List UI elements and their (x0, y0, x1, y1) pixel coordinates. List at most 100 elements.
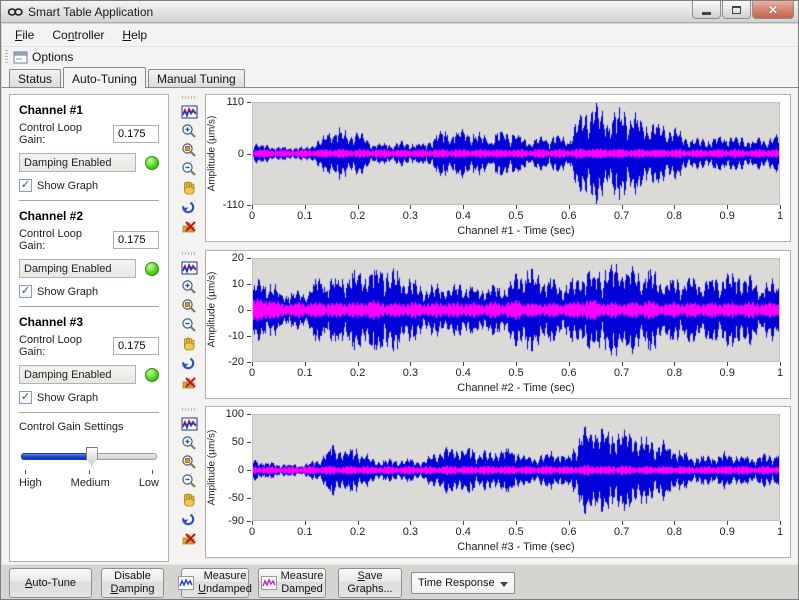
pan-hand-icon[interactable] (179, 334, 199, 353)
title-bar[interactable]: Smart Table Application ✕ (1, 1, 798, 23)
x-axis-tick (358, 362, 359, 366)
damping-enabled-button-ch1[interactable]: Damping Enabled (19, 153, 136, 172)
tab-strip: Status Auto-Tuning Manual Tuning (2, 67, 799, 88)
gain-label: Control Loop Gain: (19, 334, 108, 358)
slider-thumb[interactable] (86, 447, 98, 466)
show-graph-checkbox-ch3[interactable]: ✓ (19, 391, 32, 404)
gain-label: Control Loop Gain: (19, 228, 108, 252)
waveform-plot[interactable] (252, 102, 780, 205)
toolbar-grip[interactable] (5, 50, 8, 64)
pan-hand-icon[interactable] (179, 490, 199, 509)
control-gain-settings-title: Control Gain Settings (19, 421, 159, 433)
tab-status[interactable]: Status (9, 69, 61, 88)
x-axis-tick (358, 205, 359, 209)
zoom-out-icon[interactable] (179, 471, 199, 490)
zoom-out-icon[interactable] (179, 315, 199, 334)
options-toolbar-label[interactable]: Options (32, 50, 73, 64)
zoom-window-icon[interactable] (179, 452, 199, 471)
waveform-graph-icon[interactable] (179, 102, 199, 121)
waveform-plot[interactable] (252, 258, 780, 362)
x-axis-title: Channel #2 - Time (sec) (252, 382, 780, 394)
x-axis-tick (463, 205, 464, 209)
x-axis-tick (252, 362, 253, 366)
disable-damping-button[interactable]: Disable Damping (101, 568, 164, 598)
toolbar-grip[interactable] (182, 252, 196, 255)
x-tick-label: 0.9 (710, 367, 744, 379)
y-axis-tick (247, 414, 251, 415)
waveform-canvas (253, 103, 779, 204)
channel-title: Channel #1 (19, 103, 159, 117)
toolbar-grip[interactable] (182, 96, 196, 99)
x-axis-tick (674, 521, 675, 525)
y-tick-label: -10 (214, 330, 244, 342)
close-button[interactable]: ✕ (752, 1, 794, 19)
y-axis-tick (247, 258, 251, 259)
measure-damped-button[interactable]: Measure Damped (258, 568, 326, 598)
show-graph-label: Show Graph (37, 392, 98, 404)
damping-led-ch3 (145, 368, 159, 382)
x-axis-tick (463, 362, 464, 366)
x-axis-tick (780, 205, 781, 209)
y-axis-tick (247, 498, 251, 499)
clear-graph-icon[interactable] (179, 528, 199, 547)
clear-graph-icon[interactable] (179, 372, 199, 391)
x-tick-label: 0.3 (393, 367, 427, 379)
menu-file[interactable]: File (6, 25, 43, 45)
damping-enabled-button-ch3[interactable]: Damping Enabled (19, 365, 136, 384)
y-tick-label: 20 (214, 252, 244, 264)
x-tick-label: 0.2 (341, 210, 375, 222)
response-type-value: Time Response (418, 577, 495, 589)
waveform-plot[interactable] (252, 414, 780, 521)
zoom-in-icon[interactable] (179, 433, 199, 452)
x-tick-label: 0.1 (288, 210, 322, 222)
control-gain-settings-group: Control Gain Settings High Medium Low (19, 421, 159, 489)
x-axis-tick (516, 362, 517, 366)
menu-bar: File Controller Help (2, 24, 799, 46)
x-axis-tick (780, 521, 781, 525)
minimize-button[interactable] (692, 1, 721, 19)
x-axis-tick (780, 362, 781, 366)
undo-icon[interactable] (179, 197, 199, 216)
zoom-out-icon[interactable] (179, 159, 199, 178)
measure-undamped-button[interactable]: Measure Undamped (181, 568, 249, 598)
app-icon (7, 5, 23, 19)
clear-graph-icon[interactable] (179, 216, 199, 235)
undo-icon[interactable] (179, 509, 199, 528)
pan-hand-icon[interactable] (179, 178, 199, 197)
divider (19, 412, 159, 413)
x-tick-label: 1 (763, 210, 797, 222)
response-type-dropdown[interactable]: Time Response (411, 572, 515, 594)
options-window-icon[interactable] (13, 51, 28, 64)
zoom-window-icon[interactable] (179, 140, 199, 159)
x-tick-label: 0.3 (393, 210, 427, 222)
x-tick-label: 0.9 (710, 210, 744, 222)
toolbar-grip[interactable] (182, 408, 196, 411)
tab-auto-tuning[interactable]: Auto-Tuning (63, 67, 146, 88)
zoom-window-icon[interactable] (179, 296, 199, 315)
auto-tune-button[interactable]: Auto-Tune (9, 568, 92, 598)
gain-input-ch2[interactable] (113, 231, 159, 249)
control-gain-slider[interactable] (21, 445, 157, 469)
x-axis-tick (727, 205, 728, 209)
show-graph-checkbox-ch2[interactable]: ✓ (19, 285, 32, 298)
maximize-button[interactable] (722, 1, 751, 19)
graph-toolbar-1 (177, 94, 201, 235)
slider-label-high: High (19, 477, 42, 489)
gain-input-ch3[interactable] (113, 337, 159, 355)
menu-help[interactable]: Help (113, 25, 156, 45)
waveform-graph-icon[interactable] (179, 258, 199, 277)
tab-manual-tuning[interactable]: Manual Tuning (148, 69, 245, 88)
options-toolbar: Options (2, 46, 799, 67)
gain-input-ch1[interactable] (113, 125, 159, 143)
zoom-in-icon[interactable] (179, 277, 199, 296)
zoom-in-icon[interactable] (179, 121, 199, 140)
save-graphs-button[interactable]: Save Graphs... (338, 568, 402, 598)
x-axis-title: Channel #1 - Time (sec) (252, 225, 780, 237)
show-graph-checkbox-ch1[interactable]: ✓ (19, 179, 32, 192)
menu-controller[interactable]: Controller (43, 25, 113, 45)
x-axis-tick (410, 362, 411, 366)
damping-enabled-button-ch2[interactable]: Damping Enabled (19, 259, 136, 278)
channel-title: Channel #2 (19, 209, 159, 223)
waveform-graph-icon[interactable] (179, 414, 199, 433)
undo-icon[interactable] (179, 353, 199, 372)
